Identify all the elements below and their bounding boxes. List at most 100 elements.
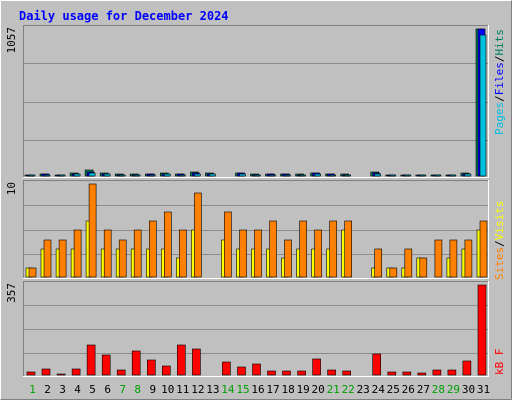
day-label-20: 20 (311, 383, 324, 396)
bar-sites-day-30 (464, 239, 473, 278)
bar-sites-day-6 (103, 229, 112, 278)
bar-pages-day-13 (209, 173, 216, 177)
bar-kb-f-day-12 (192, 348, 201, 376)
bar-sites-day-3 (58, 239, 67, 278)
bar-sites-day-2 (43, 239, 52, 278)
bar-sites-day-22 (344, 220, 353, 278)
bar-pages-day-15 (239, 173, 246, 177)
chart-title: Daily usage for December 2024 (19, 9, 229, 23)
bar-sites-day-7 (118, 239, 127, 278)
bar-pages-day-3 (58, 174, 66, 177)
day-label-16: 16 (251, 383, 264, 396)
bar-sites-day-4 (73, 229, 82, 278)
bar-sites-day-21 (329, 220, 337, 278)
bar-sites-day-25 (389, 267, 398, 278)
day-label-25: 25 (387, 383, 400, 396)
legend-item-pages: Pages (493, 102, 506, 135)
legend-panel-visits-sites: Sites/Visits (493, 201, 506, 281)
day-label-6: 6 (104, 383, 111, 396)
bar-pages-day-25 (389, 174, 397, 177)
bar-kb-f-day-14 (222, 361, 231, 376)
bar-kb-f-day-26 (402, 371, 412, 376)
bar-sites-day-24 (374, 248, 383, 278)
legend-item-files: Files (493, 62, 506, 95)
legend-item-kbytes: kB F (493, 349, 506, 376)
bar-kb-f-day-6 (101, 354, 111, 376)
day-label-8: 8 (134, 383, 141, 396)
bar-kb-f-day-8 (131, 350, 141, 376)
bar-pages-day-9 (149, 174, 156, 177)
bar-pages-day-29 (449, 174, 457, 177)
bar-kb-f-day-3 (56, 373, 66, 376)
y-max-label-hits-files-pages: 1057 (5, 27, 18, 54)
bar-sites-day-16 (254, 229, 262, 278)
bar-pages-day-10 (164, 173, 171, 177)
bar-pages-day-28 (434, 174, 442, 177)
day-label-9: 9 (149, 383, 156, 396)
bar-kb-f-day-5 (86, 344, 96, 376)
bar-sites-day-11 (179, 229, 187, 278)
day-label-13: 13 (206, 383, 219, 396)
bar-kb-f-day-29 (447, 369, 457, 376)
bar-kb-f-day-27 (417, 372, 427, 376)
bar-pages-day-17 (269, 174, 276, 177)
bar-pages-day-2 (43, 174, 51, 177)
legend-separator: / (493, 240, 506, 247)
bar-sites-day-1 (28, 267, 37, 278)
bar-pages-day-11 (179, 174, 186, 177)
bar-sites-day-12 (194, 192, 202, 278)
bar-kb-f-day-4 (71, 368, 81, 376)
bar-kb-f-day-16 (252, 363, 261, 376)
bar-pages-day-16 (254, 174, 261, 177)
bar-pages-day-18 (284, 174, 291, 177)
day-label-19: 19 (296, 383, 309, 396)
day-label-18: 18 (281, 383, 294, 396)
bar-kb-f-day-7 (116, 369, 126, 376)
bar-sites-day-28 (434, 239, 443, 278)
bar-pages-day-20 (314, 173, 321, 177)
bar-sites-day-31 (479, 220, 488, 278)
bar-pages-day-21 (329, 174, 336, 177)
day-label-7: 7 (119, 383, 126, 396)
day-label-5: 5 (89, 383, 96, 396)
day-label-14: 14 (221, 383, 235, 396)
bar-kb-f-day-18 (282, 370, 291, 376)
day-label-29: 29 (447, 383, 460, 396)
day-label-2: 2 (44, 383, 51, 396)
bar-kb-f-day-22 (342, 370, 352, 376)
panel-area-hits-files-pages (23, 25, 489, 178)
bar-sites-day-15 (239, 229, 247, 278)
bar-sites-day-8 (133, 229, 142, 278)
bar-pages-day-1 (28, 174, 36, 177)
bar-sites-day-20 (314, 229, 322, 278)
day-label-28: 28 (432, 383, 445, 396)
day-label-30: 30 (462, 383, 475, 396)
legend-item-hits: Hits (493, 29, 506, 56)
day-label-3: 3 (59, 383, 66, 396)
day-label-31: 31 (477, 383, 490, 396)
bar-sites-day-10 (164, 211, 172, 278)
bar-sites-day-14 (224, 211, 232, 278)
legend-panel-kbytes: kB F (493, 349, 506, 376)
day-label-27: 27 (417, 383, 430, 396)
day-label-21: 21 (327, 383, 340, 396)
bar-kb-f-day-21 (327, 369, 336, 376)
bar-sites-day-19 (299, 220, 307, 278)
legend-item-visits: Visits (493, 201, 506, 241)
bar-pages-day-4 (73, 173, 81, 177)
bar-sites-day-26 (404, 248, 413, 278)
bar-pages-day-6 (103, 173, 111, 177)
bar-kb-f-day-2 (41, 368, 51, 376)
bar-kb-f-day-1 (26, 371, 36, 376)
bar-sites-day-27 (419, 257, 428, 278)
bar-pages-day-24 (374, 173, 382, 177)
day-label-10: 10 (161, 383, 174, 396)
day-label-11: 11 (176, 383, 189, 396)
bar-kb-f-day-24 (372, 353, 382, 376)
bar-sites-day-29 (449, 239, 458, 278)
y-max-label-kbytes: 357 (5, 283, 18, 303)
bar-kb-f-day-20 (312, 358, 321, 376)
bar-pages-day-8 (133, 174, 141, 177)
bar-pages-day-7 (118, 174, 126, 177)
